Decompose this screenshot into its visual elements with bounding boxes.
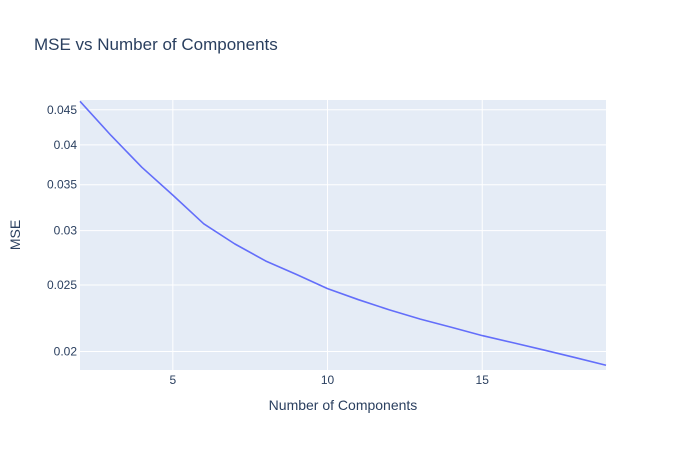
y-tick-label: 0.02	[54, 345, 78, 359]
plot-area	[80, 100, 606, 370]
y-axis-title: MSE	[7, 220, 23, 250]
series-line	[79, 100, 607, 367]
y-tick-label: 0.03	[54, 224, 78, 238]
y-tick-label: 0.045	[47, 103, 77, 117]
y-tick-label: 0.04	[54, 138, 78, 152]
x-tick-label: 5	[169, 373, 176, 387]
y-tick-label: 0.035	[47, 178, 77, 192]
series-lines	[79, 100, 607, 367]
x-tick-label: 15	[476, 373, 490, 387]
y-tick-label: 0.025	[47, 278, 77, 292]
x-tick-label: 10	[321, 373, 335, 387]
x-axis-title: Number of Components	[269, 397, 418, 413]
x-tick-labels: 5 10 15	[169, 373, 489, 387]
chart-title: MSE vs Number of Components	[34, 35, 278, 54]
y-tick-labels: 0.02 0.025 0.03 0.035 0.04 0.045	[47, 103, 77, 359]
grid-lines	[80, 100, 606, 370]
